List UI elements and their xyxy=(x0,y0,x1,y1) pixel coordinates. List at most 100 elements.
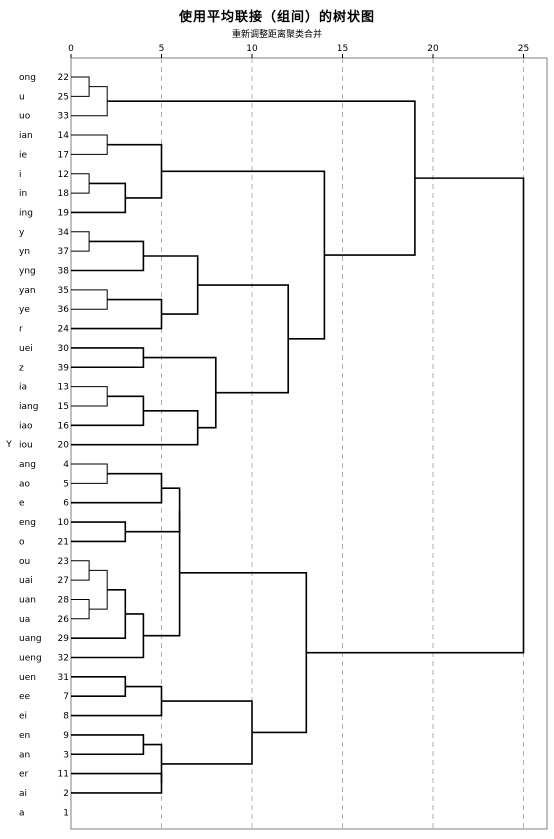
leaf-label: uo xyxy=(19,112,31,122)
leaf-id: 28 xyxy=(58,595,70,605)
leaf-id: 36 xyxy=(58,305,70,315)
chart-subtitle: 重新调整距离聚类合并 xyxy=(231,30,322,40)
dendrogram-link xyxy=(71,289,108,310)
dendrogram-link xyxy=(143,356,217,429)
dendrogram-link xyxy=(71,685,163,717)
leaf-label: yng xyxy=(19,267,36,277)
chart-title: 使用平均联接（组间）的树状图 xyxy=(178,10,375,25)
leaf-id: 35 xyxy=(58,286,69,296)
leaf-id: 20 xyxy=(58,441,70,451)
leaf-id: 37 xyxy=(58,247,69,257)
leaf-label: uang xyxy=(19,634,42,644)
leaf-label: uan xyxy=(19,595,36,605)
leaf-label: yn xyxy=(19,247,30,257)
dendrogram-link xyxy=(179,572,308,734)
leaf-label: in xyxy=(19,189,27,199)
leaf-label: r xyxy=(19,325,23,335)
leaf-label: ou xyxy=(19,557,30,567)
leaf-id: 6 xyxy=(63,499,69,509)
dendrogram-link xyxy=(71,463,108,484)
leaf-id: 27 xyxy=(58,576,69,586)
dendrogram-link xyxy=(71,386,108,407)
leaf-id: 26 xyxy=(58,615,70,625)
leaf-id: 16 xyxy=(58,421,70,431)
leaf-id: 4 xyxy=(63,460,69,470)
leaf-id: 9 xyxy=(63,731,69,741)
leaf-label: ao xyxy=(19,479,31,489)
leaf-label: uai xyxy=(19,576,33,586)
leaf-label: uen xyxy=(19,673,36,683)
leaf-label: iou xyxy=(19,441,33,451)
leaf-id: 15 xyxy=(58,402,69,412)
dendrogram-link xyxy=(71,347,145,369)
leaf-id: 10 xyxy=(58,518,70,528)
leaf-id: 21 xyxy=(58,537,69,547)
x-tick-label: 20 xyxy=(427,44,439,54)
leaf-id: 18 xyxy=(58,189,70,199)
leaf-label: u xyxy=(19,92,25,102)
leaf-label: yan xyxy=(19,286,36,296)
leaf-label: ye xyxy=(19,305,30,315)
leaf-id: 31 xyxy=(58,673,69,683)
leaf-label: an xyxy=(19,750,30,760)
dendrogram-link xyxy=(306,177,525,654)
leaf-id: 11 xyxy=(58,770,69,780)
dendrogram-link xyxy=(89,569,108,610)
leaf-label: eng xyxy=(19,518,36,528)
dendrogram-link xyxy=(71,676,127,697)
leaf-label: ee xyxy=(19,692,31,702)
dendrogram-link xyxy=(71,772,163,794)
plot-frame xyxy=(70,57,548,830)
dendrogram-link xyxy=(197,284,289,394)
leaf-id: 33 xyxy=(58,112,69,122)
dendrogram-link xyxy=(71,521,127,543)
leaf-label: o xyxy=(19,537,25,547)
dendrogram-link xyxy=(71,76,90,97)
dendrogram-link xyxy=(71,409,199,446)
dendrogram-link xyxy=(161,700,253,765)
leaf-id: 19 xyxy=(58,208,70,218)
leaf-label: ei xyxy=(19,712,27,722)
leaf-label: ueng xyxy=(19,654,42,664)
leaf-id: 12 xyxy=(58,170,69,180)
leaf-label: ing xyxy=(19,208,33,218)
x-tick-label: 15 xyxy=(337,44,348,54)
dendrogram-link xyxy=(71,298,163,330)
dendrogram-link xyxy=(71,613,145,659)
leaf-id: 5 xyxy=(63,479,69,489)
leaf-id: 24 xyxy=(58,325,70,335)
x-tick-label: 5 xyxy=(159,44,165,54)
dendrogram-link xyxy=(143,509,181,637)
dendrogram-link xyxy=(71,173,90,194)
leaf-id: 38 xyxy=(58,267,70,277)
x-tick-label: 10 xyxy=(246,44,258,54)
leaf-label: iao xyxy=(19,421,33,431)
leaf-label: i xyxy=(19,170,22,180)
leaf-label: ong xyxy=(19,73,36,83)
leaf-id: 8 xyxy=(63,712,69,722)
leaf-id: 7 xyxy=(63,692,69,702)
dendrogram-link xyxy=(143,255,199,315)
leaf-label: y xyxy=(19,228,25,238)
dendrogram-link xyxy=(125,487,181,533)
leaf-id: 32 xyxy=(58,654,69,664)
leaf-id: 13 xyxy=(58,383,69,393)
leaf-id: 2 xyxy=(63,789,69,799)
x-tick-label: 25 xyxy=(518,44,529,54)
leaf-id: 25 xyxy=(58,92,69,102)
dendrogram-link xyxy=(71,134,108,155)
dendrogram-link xyxy=(107,100,416,256)
leaf-label: ua xyxy=(19,615,30,625)
leaf-label: e xyxy=(19,499,25,509)
leaf-id: 39 xyxy=(58,363,70,373)
dendrogram-link xyxy=(71,598,90,620)
leaf-label: z xyxy=(19,363,24,373)
dendrogram-link xyxy=(71,240,145,272)
dendrogram-link xyxy=(71,182,127,214)
dendrogram-link xyxy=(71,588,127,639)
leaf-label: a xyxy=(19,808,25,818)
dendrogram-link xyxy=(143,743,163,784)
leaf-id: 30 xyxy=(58,344,70,354)
leaf-id: 34 xyxy=(58,228,70,238)
y-axis-label: Y xyxy=(5,440,12,450)
